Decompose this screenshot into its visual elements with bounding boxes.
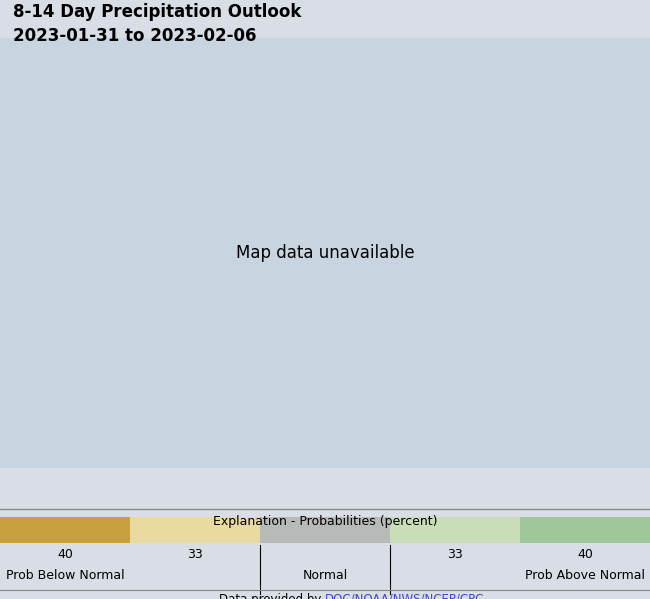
Text: Prob Above Normal: Prob Above Normal	[525, 569, 645, 582]
Bar	[520, 518, 650, 543]
Text: 33: 33	[447, 548, 463, 561]
Bar	[390, 518, 520, 543]
Bar	[260, 518, 390, 543]
Text: 33: 33	[187, 548, 203, 561]
Text: 40: 40	[577, 548, 593, 561]
Text: Data provided by: Data provided by	[219, 593, 325, 599]
Text: Normal: Normal	[302, 569, 348, 582]
Bar	[130, 518, 260, 543]
Text: Explanation - Probabilities (percent): Explanation - Probabilities (percent)	[213, 515, 437, 528]
Text: 8-14 Day Precipitation Outlook: 8-14 Day Precipitation Outlook	[13, 3, 302, 21]
Bar	[0, 518, 130, 543]
Text: 2023-01-31 to 2023-02-06: 2023-01-31 to 2023-02-06	[13, 27, 257, 45]
Text: Map data unavailable: Map data unavailable	[236, 244, 414, 262]
Text: 40: 40	[57, 548, 73, 561]
Text: DOC/NOAA/NWS/NCEP/CPC.: DOC/NOAA/NWS/NCEP/CPC.	[325, 593, 488, 599]
Text: Prob Below Normal: Prob Below Normal	[6, 569, 124, 582]
Text: Data provided by DOC/NOAA/NWS/NCEP/CPC.: Data provided by DOC/NOAA/NWS/NCEP/CPC.	[190, 593, 460, 599]
